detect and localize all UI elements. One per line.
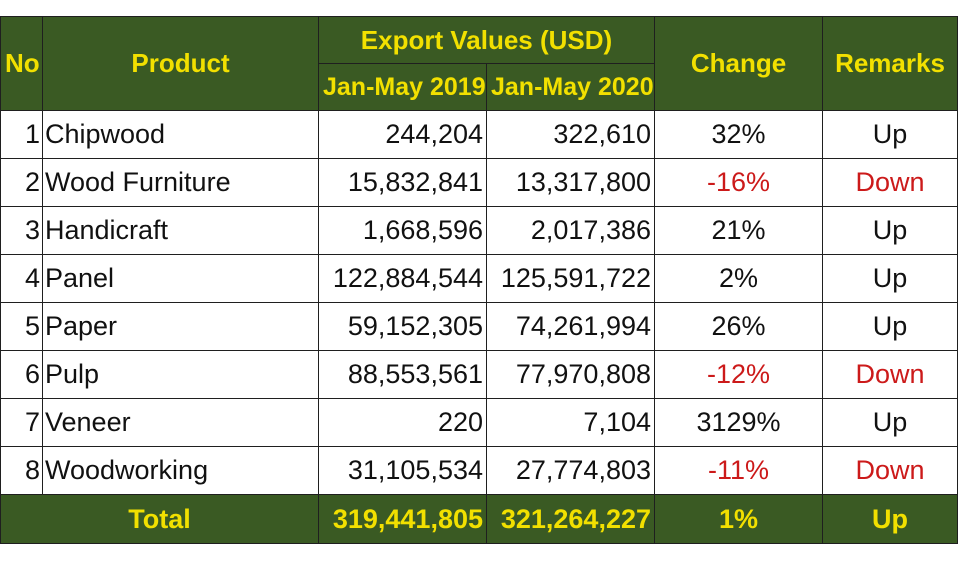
row-number: 2	[0, 158, 43, 207]
change-value: -11%	[654, 446, 823, 495]
remarks-value: Down	[822, 350, 958, 399]
table-row: 5 Paper 59,152,305 74,261,994 26% Up	[0, 302, 958, 351]
header-export-values: Export Values (USD)	[318, 16, 655, 64]
value-2019: 31,105,534	[318, 446, 487, 495]
value-2020: 322,610	[486, 110, 655, 159]
row-number: 5	[0, 302, 43, 351]
header-year-2020: Jan-May 2020	[486, 63, 655, 111]
change-value: 3129%	[654, 398, 823, 447]
row-number: 4	[0, 254, 43, 303]
product-name: Handicraft	[42, 206, 319, 255]
value-2019: 1,668,596	[318, 206, 487, 255]
value-2019: 59,152,305	[318, 302, 487, 351]
value-2020: 7,104	[486, 398, 655, 447]
value-2019: 15,832,841	[318, 158, 487, 207]
remarks-value: Up	[822, 206, 958, 255]
row-number: 1	[0, 110, 43, 159]
table-row: 3 Handicraft 1,668,596 2,017,386 21% Up	[0, 206, 958, 255]
product-name: Paper	[42, 302, 319, 351]
remarks-value: Up	[822, 254, 958, 303]
table-row: 6 Pulp 88,553,561 77,970,808 -12% Down	[0, 350, 958, 399]
remarks-value: Down	[822, 446, 958, 495]
remarks-value: Up	[822, 398, 958, 447]
product-name: Wood Furniture	[42, 158, 319, 207]
value-2020: 27,774,803	[486, 446, 655, 495]
product-name: Woodworking	[42, 446, 319, 495]
header-remarks: Remarks	[822, 16, 958, 111]
value-2019: 244,204	[318, 110, 487, 159]
total-2019: 319,441,805	[318, 494, 487, 544]
total-change: 1%	[654, 494, 823, 544]
change-value: 21%	[654, 206, 823, 255]
value-2019: 220	[318, 398, 487, 447]
value-2020: 77,970,808	[486, 350, 655, 399]
total-2020: 321,264,227	[486, 494, 655, 544]
product-name: Chipwood	[42, 110, 319, 159]
row-number: 7	[0, 398, 43, 447]
header-change: Change	[654, 16, 823, 111]
export-values-table: No Product Export Values (USD) Change Re…	[0, 16, 958, 544]
change-value: -16%	[654, 158, 823, 207]
table-body: 1 Chipwood 244,204 322,610 32% Up 2 Wood Furnit…	[0, 110, 958, 495]
header-year-2019: Jan-May 2019	[318, 63, 487, 111]
total-label: Total	[0, 494, 319, 544]
change-value: -12%	[654, 350, 823, 399]
table-footer: Total 319,441,805 321,264,227 1% Up	[0, 494, 958, 544]
change-value: 32%	[654, 110, 823, 159]
value-2020: 13,317,800	[486, 158, 655, 207]
total-row: Total 319,441,805 321,264,227 1% Up	[0, 494, 958, 544]
table-row: 2 Wood Furniture 15,832,841 13,317,800 -16% D…	[0, 158, 958, 207]
row-number: 3	[0, 206, 43, 255]
change-value: 2%	[654, 254, 823, 303]
row-number: 6	[0, 350, 43, 399]
value-2019: 88,553,561	[318, 350, 487, 399]
header-no: No	[0, 16, 43, 111]
table-header: No Product Export Values (USD) Change Re…	[0, 16, 958, 111]
remarks-value: Up	[822, 110, 958, 159]
product-name: Pulp	[42, 350, 319, 399]
row-number: 8	[0, 446, 43, 495]
table-row: 7 Veneer 220 7,104 3129% Up	[0, 398, 958, 447]
table-row: 4 Panel 122,884,544 125,591,722 2% Up	[0, 254, 958, 303]
value-2020: 74,261,994	[486, 302, 655, 351]
value-2020: 125,591,722	[486, 254, 655, 303]
product-name: Panel	[42, 254, 319, 303]
header-product: Product	[42, 16, 319, 111]
remarks-value: Up	[822, 302, 958, 351]
value-2020: 2,017,386	[486, 206, 655, 255]
table-row: 1 Chipwood 244,204 322,610 32% Up	[0, 110, 958, 159]
value-2019: 122,884,544	[318, 254, 487, 303]
table-row: 8 Woodworking 31,105,534 27,774,803 -11% Down	[0, 446, 958, 495]
total-remarks: Up	[822, 494, 958, 544]
remarks-value: Down	[822, 158, 958, 207]
product-name: Veneer	[42, 398, 319, 447]
change-value: 26%	[654, 302, 823, 351]
